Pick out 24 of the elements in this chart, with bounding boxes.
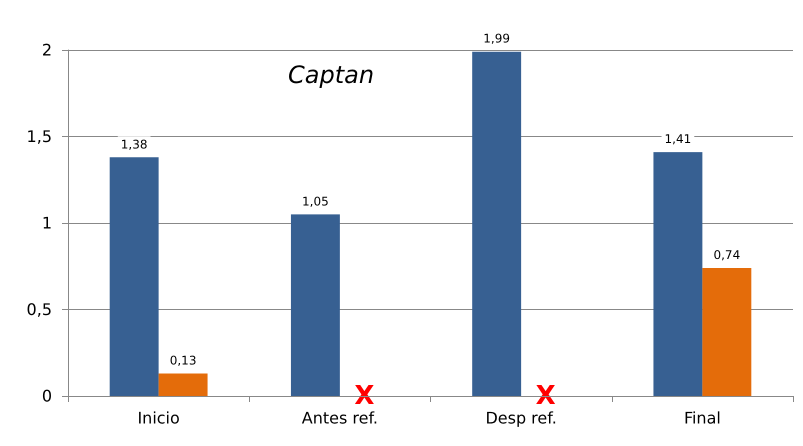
y-tick-label: 2: [42, 40, 52, 60]
data-label: 1,05: [302, 194, 329, 208]
bar: [110, 157, 159, 396]
bar: [290, 214, 340, 396]
bar: [702, 268, 752, 396]
bar: [653, 152, 702, 396]
x-tick-label: Desp ref.: [485, 408, 557, 428]
data-label: 0,13: [170, 354, 196, 368]
annotation: X: [536, 381, 556, 411]
y-tick-label: 0: [42, 386, 52, 406]
x-tick-label: Inicio: [137, 408, 180, 428]
y-tick-label: 0,5: [26, 300, 52, 319]
bar: [472, 52, 522, 396]
data-label: 1,41: [664, 132, 692, 146]
data-label: 0,74: [713, 248, 740, 262]
y-tick-label: 1,5: [26, 127, 52, 146]
bar: [158, 374, 208, 396]
data-label: 1,99: [483, 32, 510, 46]
x-tick-label: Final: [684, 408, 721, 428]
annotation: X: [354, 381, 374, 411]
y-tick-label: 1: [42, 214, 52, 232]
text: Captan: [288, 61, 374, 89]
x-tick-label: Antes ref.: [302, 408, 378, 428]
data-label: 1,38: [120, 137, 148, 152]
